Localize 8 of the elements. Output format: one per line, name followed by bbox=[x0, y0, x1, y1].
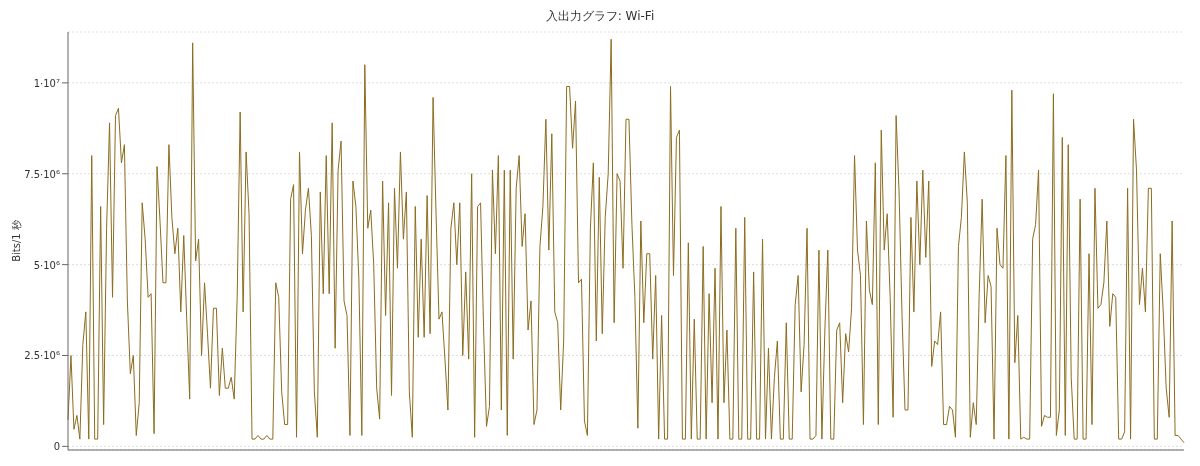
y-tick-label: 2.5·10⁶ bbox=[24, 350, 60, 362]
chart-title: 入出力グラフ: Wi-Fi bbox=[544, 8, 656, 24]
y-tick-label: 1·10⁷ bbox=[33, 77, 60, 89]
y-axis-title: Bits/1 秒 bbox=[10, 220, 22, 262]
y-tick-label: 5·10⁶ bbox=[33, 259, 60, 271]
line-series bbox=[67, 38, 1185, 444]
y-tick-label: 7.5·10⁶ bbox=[24, 168, 60, 180]
y-tick-label: 0 bbox=[53, 441, 60, 453]
